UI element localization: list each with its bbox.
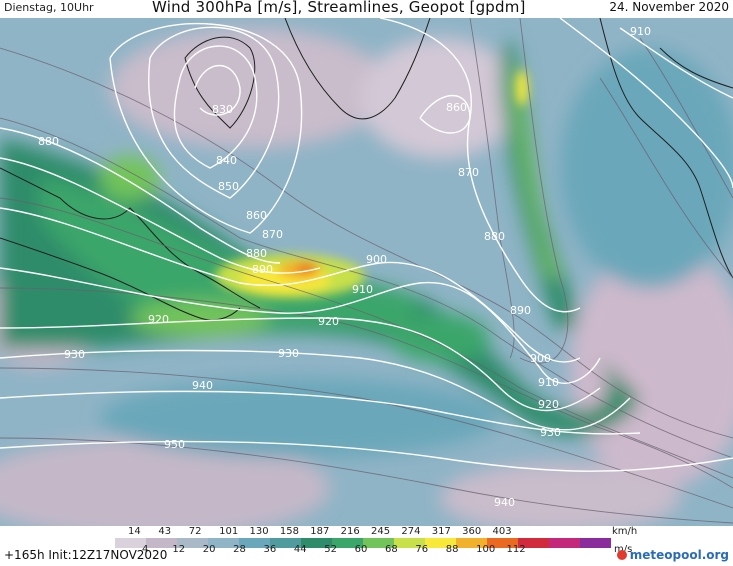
legend-swatch: [177, 538, 208, 548]
contour-label: 950: [164, 438, 185, 451]
weather-map: 830 840 850 860 870 880 880 890 900 910 …: [0, 18, 733, 526]
contour-label: 880: [246, 247, 267, 260]
legend-kmh-tick: 43: [158, 526, 172, 537]
map-canvas: 830 840 850 860 870 880 880 890 900 910 …: [0, 18, 733, 526]
legend-ms-tick: 28: [233, 544, 246, 555]
contour-label: 880: [38, 135, 59, 148]
legend-swatch: [580, 538, 611, 548]
chart-title: Wind 300hPa [m/s], Streamlines, Geopot […: [152, 0, 526, 16]
color-legend: [115, 538, 611, 548]
legend-ms-tick: 12: [172, 544, 186, 555]
legend-ms-tick: 52: [324, 544, 337, 555]
legend-kmh-tick: 317: [431, 526, 451, 537]
meteopool-logo[interactable]: meteopool.org: [616, 548, 729, 562]
contour-label: 860: [446, 101, 467, 114]
legend-ms-tick: 44: [293, 544, 307, 555]
contour-label: 840: [216, 154, 237, 167]
contour-label: 890: [510, 304, 531, 317]
contour-label: 910: [630, 25, 651, 38]
run-info: +165h Init:12Z17NOV2020: [4, 548, 168, 562]
date-label: 24. November 2020: [609, 0, 729, 14]
legend-kmh-tick: 187: [310, 526, 330, 537]
legend-ms-tick: 100: [476, 544, 496, 555]
logo-dot-icon: [616, 550, 627, 560]
legend-kmh-tick: 72: [188, 526, 202, 537]
legend-kmh-tick: 274: [401, 526, 421, 537]
contour-label: 910: [352, 283, 373, 296]
legend-footer: 14 43 72 101 130 158 187 216 245 274 317 360 403 km/…: [0, 526, 733, 566]
legend-swatch: [549, 538, 580, 548]
legend-kmh-tick: 101: [219, 526, 239, 537]
legend-kmh-tick: 403: [492, 526, 512, 537]
kmh-unit: km/h: [612, 526, 638, 537]
valid-time-label: Dienstag, 10Uhr: [4, 1, 94, 14]
contour-labels: 830 840 850 860 870 880 880 890 900 910 …: [38, 25, 651, 509]
legend-swatch: [456, 538, 487, 548]
legend-kmh-tick: 158: [279, 526, 299, 537]
contour-label: 850: [218, 180, 239, 193]
legend-swatch: [301, 538, 332, 548]
legend-ms-tick: 20: [202, 544, 216, 555]
legend-swatch: [115, 538, 146, 548]
legend-kmh-tick: 216: [340, 526, 360, 537]
header-bar: Dienstag, 10Uhr Wind 300hPa [m/s], Strea…: [0, 0, 733, 18]
legend-ms-tick: 68: [385, 544, 398, 555]
legend-swatch: [425, 538, 456, 548]
legend-ms-tick: 4: [142, 544, 149, 555]
legend-ms-tick: 76: [415, 544, 429, 555]
contour-label: 880: [484, 230, 505, 243]
legend-ms-tick: 88: [445, 544, 459, 555]
contour-label: 900: [530, 352, 551, 365]
legend-ms-tick: 36: [263, 544, 277, 555]
contour-label: 890: [252, 263, 273, 276]
legend-swatch: [363, 538, 394, 548]
geopotential-contours: [0, 18, 733, 472]
legend-swatch: [270, 538, 301, 548]
contour-label: 900: [366, 253, 387, 266]
streamlines: [0, 18, 733, 524]
contour-label: 940: [192, 379, 213, 392]
legend-kmh-tick: 14: [128, 526, 141, 537]
legend-ms-tick: 112: [506, 544, 526, 555]
contour-label: 930: [540, 426, 561, 439]
ms-unit: m/s: [614, 544, 632, 555]
legend-swatch: [239, 538, 270, 548]
legend-swatch: [332, 538, 363, 548]
contour-label: 830: [212, 103, 233, 116]
logo-text: meteopool.org: [629, 548, 729, 562]
contour-label: 910: [538, 376, 559, 389]
legend-swatch: [518, 538, 549, 548]
contour-label: 940: [494, 496, 515, 509]
contour-label: 920: [538, 398, 559, 411]
contour-label: 870: [458, 166, 479, 179]
legend-kmh-tick: 245: [371, 526, 391, 537]
legend-swatch: [146, 538, 177, 548]
contour-label: 920: [148, 313, 169, 326]
legend-kmh-tick: 360: [462, 526, 482, 537]
legend-swatch: [487, 538, 518, 548]
contour-label: 930: [64, 348, 85, 361]
contour-label: 930: [278, 347, 299, 360]
legend-ms-tick: 60: [354, 544, 368, 555]
legend-swatch: [208, 538, 239, 548]
legend-swatch: [394, 538, 425, 548]
legend-kmh-tick: 130: [249, 526, 269, 537]
contour-label: 920: [318, 315, 339, 328]
contour-label: 870: [262, 228, 283, 241]
contour-label: 860: [246, 209, 267, 222]
